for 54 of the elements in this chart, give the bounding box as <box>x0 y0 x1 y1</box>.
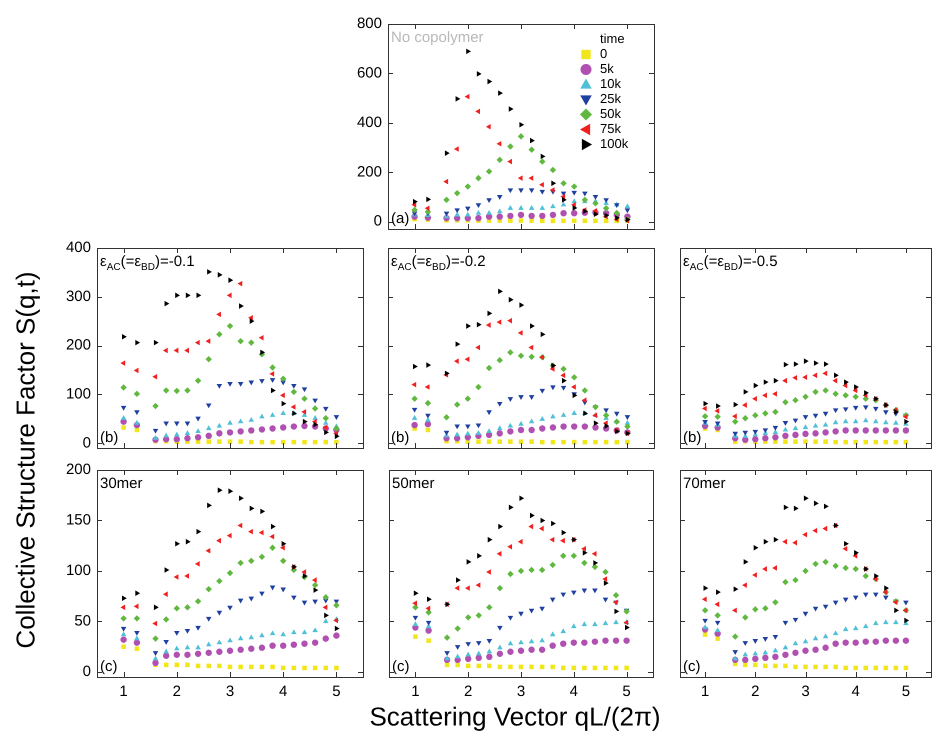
x-tick-label: 5 <box>332 683 341 700</box>
annotation: 30mer <box>100 475 143 492</box>
annotation: 70mer <box>683 475 726 492</box>
y-tick-label: 400 <box>356 114 382 131</box>
x-tick-label: 5 <box>902 683 910 700</box>
y-tick-label: 0 <box>374 212 382 230</box>
y-tick-label: 200 <box>66 336 91 354</box>
x-tick-label: 3 <box>226 683 234 700</box>
y-tick-label: 0 <box>82 663 91 680</box>
x-tick-label: 2 <box>172 683 181 700</box>
y-tick-label: 600 <box>356 64 382 82</box>
annotation: (c) <box>392 658 410 675</box>
legend-label: 100k <box>600 136 629 152</box>
x-tick-label: 5 <box>622 683 631 700</box>
annotation: (a) <box>391 210 410 227</box>
legend-label: 50k <box>600 106 622 122</box>
legend-title: time <box>600 31 625 46</box>
x-tick-label: 4 <box>570 683 578 700</box>
y-tick-label: 150 <box>66 512 91 529</box>
annotation: (b) <box>100 429 118 446</box>
x-tick-label: 2 <box>464 683 472 700</box>
annotation: 50mer <box>392 475 435 492</box>
annotation: ε$_{AC}$(=ε$_{BD}$)=-0.1 <box>100 253 195 273</box>
x-tick-label: 2 <box>751 683 760 700</box>
legend-label: 25k <box>600 91 622 106</box>
x-tick-label: 3 <box>801 683 810 700</box>
annotation: (c) <box>100 658 118 675</box>
legend-label: 0 <box>600 46 608 62</box>
legend-label: 75k <box>600 121 622 136</box>
legend-label: 5k <box>600 61 614 76</box>
y-tick-label: 200 <box>356 163 382 180</box>
y-tick-label: 0 <box>82 434 91 452</box>
x-tick-label: 4 <box>279 683 288 700</box>
y-tick-label: 100 <box>66 385 91 402</box>
x-tick-label: 1 <box>700 683 710 700</box>
x-tick-label: 1 <box>119 683 128 700</box>
y-tick-label: 100 <box>66 562 91 580</box>
annotation: (b) <box>683 429 702 446</box>
x-tick-label: 3 <box>516 683 526 700</box>
annotation: (c) <box>683 658 700 675</box>
x-tick-label: 1 <box>411 683 420 700</box>
annotation: No copolymer <box>391 29 484 46</box>
y-tick-label: 50 <box>74 612 91 630</box>
y-tick-label: 200 <box>66 461 91 478</box>
y-tick-label: 800 <box>356 15 382 32</box>
y-tick-label: 400 <box>66 239 91 256</box>
legend-label: 10k <box>600 76 622 92</box>
annotation: (b) <box>391 429 410 446</box>
x-axis-title: Scattering Vector qL/(2π) <box>369 702 661 732</box>
x-tick-label: 4 <box>852 683 860 700</box>
y-axis-title: Collective Structure Factor S(q,t) <box>10 271 42 649</box>
annotation: ε$_{AC}$(=ε$_{BD}$)=-0.2 <box>391 253 486 273</box>
y-tick-label: 300 <box>66 288 91 305</box>
annotation: ε$_{AC}$(=ε$_{BD}$)=-0.5 <box>683 253 778 273</box>
